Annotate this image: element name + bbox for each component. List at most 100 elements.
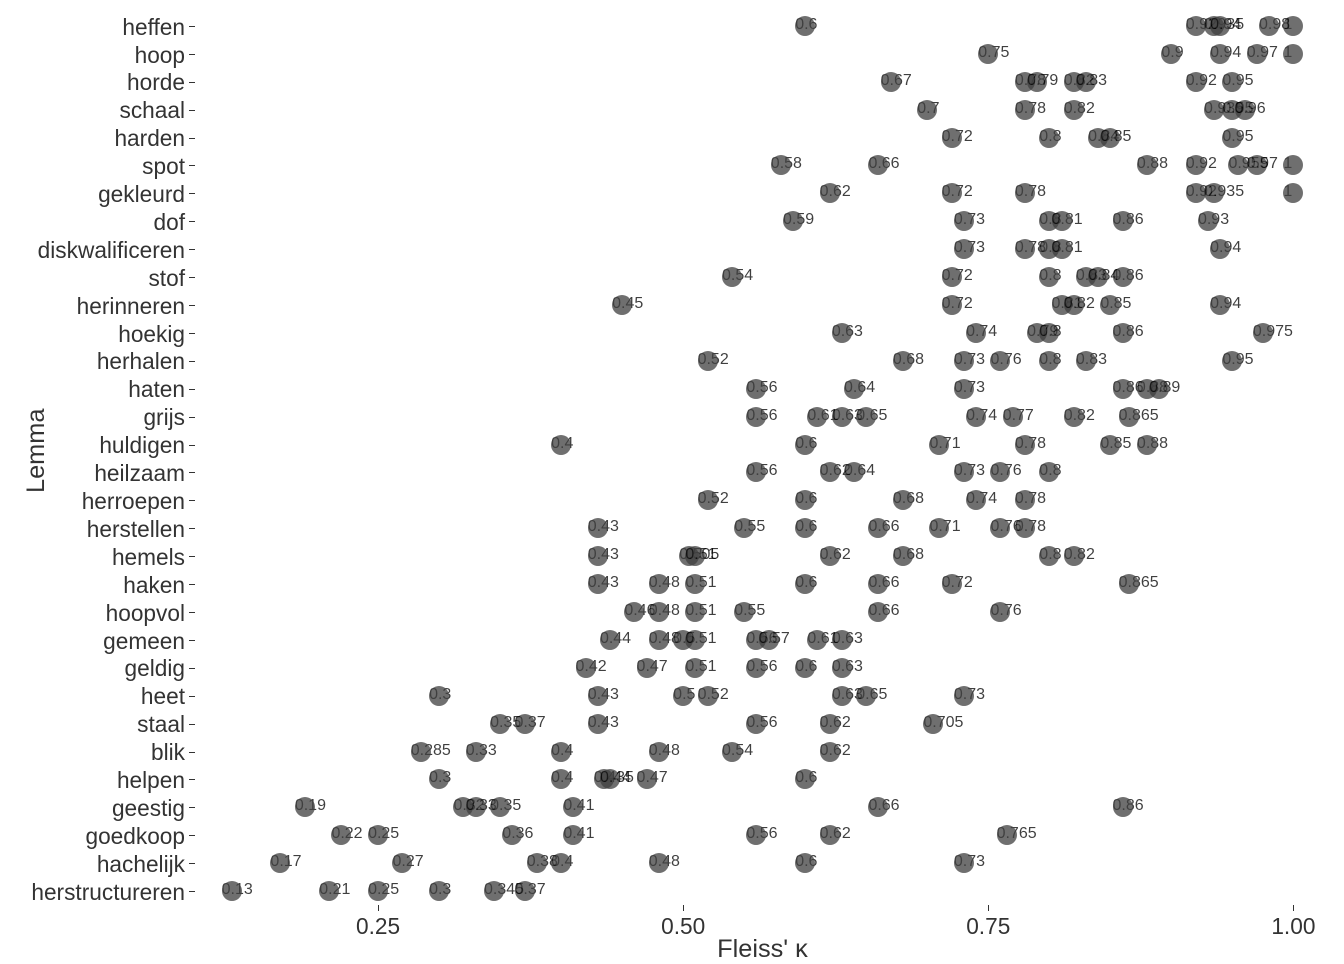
scatter-point: 0.8: [1039, 546, 1059, 566]
scatter-point: 0.86: [1113, 267, 1133, 287]
y-tick-mark: [189, 138, 195, 139]
x-tick-mark: [378, 905, 379, 911]
scatter-point: 0.64: [844, 379, 864, 399]
scatter-point: 0.27: [392, 853, 412, 873]
y-tick-label: haken: [123, 572, 185, 599]
scatter-point: 0.72: [942, 128, 962, 148]
scatter-point: 0.57: [759, 630, 779, 650]
scatter-point: 0.61: [807, 630, 827, 650]
x-tick-mark: [1293, 905, 1294, 911]
scatter-point: 0.955: [1228, 155, 1248, 175]
scatter-point: 0.73: [954, 351, 974, 371]
scatter-point: 0.33: [466, 797, 486, 817]
scatter-point: 0.6: [795, 518, 815, 538]
scatter-point: 0.81: [1052, 239, 1072, 259]
y-tick-label: geestig: [112, 795, 185, 822]
y-tick-mark: [189, 556, 195, 557]
y-tick-mark: [189, 333, 195, 334]
scatter-point: 0.35: [490, 797, 510, 817]
scatter-point: 0.62: [820, 742, 840, 762]
scatter-point: 0.51: [685, 546, 705, 566]
scatter-point: 0.92: [1186, 72, 1206, 92]
scatter-point: 0.92: [1186, 183, 1206, 203]
scatter-point: 0.62: [820, 825, 840, 845]
scatter-point: 0.93: [1198, 211, 1218, 231]
scatter-point: 0.82: [1064, 295, 1084, 315]
scatter-point: 0.86: [1113, 211, 1133, 231]
y-tick-label: stof: [148, 265, 185, 292]
scatter-point: 0.8: [1039, 323, 1059, 343]
scatter-point: 0.74: [966, 323, 986, 343]
scatter-point: 0.3: [429, 881, 449, 901]
scatter-point: 0.79: [1027, 72, 1047, 92]
scatter-point: 0.35: [490, 714, 510, 734]
y-tick-label: spot: [142, 153, 185, 180]
y-tick-label: staal: [137, 711, 185, 738]
scatter-point: 0.78: [1015, 100, 1035, 120]
scatter-point: 0.56: [746, 379, 766, 399]
scatter-point: 0.42: [576, 658, 596, 678]
scatter-point: 0.9: [1161, 44, 1181, 64]
y-tick-label: grijs: [143, 404, 185, 431]
y-tick-mark: [189, 110, 195, 111]
scatter-point: 0.83: [1076, 72, 1096, 92]
scatter-point: 0.41: [563, 797, 583, 817]
scatter-point: 0.56: [746, 714, 766, 734]
scatter-point: 0.43: [588, 518, 608, 538]
scatter-point: 1: [1283, 155, 1303, 175]
y-tick-mark: [189, 277, 195, 278]
scatter-point: 0.865: [1119, 407, 1139, 427]
scatter-point: 0.43: [588, 714, 608, 734]
scatter-point: 0.65: [856, 686, 876, 706]
scatter-point: 0.3: [429, 686, 449, 706]
y-tick-label: horde: [127, 69, 185, 96]
y-tick-mark: [189, 361, 195, 362]
scatter-point: 0.43: [588, 546, 608, 566]
scatter-point: 0.4: [551, 769, 571, 789]
scatter-point: 0.73: [954, 462, 974, 482]
y-tick-mark: [189, 612, 195, 613]
scatter-point: 0.86: [1113, 797, 1133, 817]
scatter-point: 0.95: [1222, 351, 1242, 371]
y-tick-mark: [189, 696, 195, 697]
scatter-point: 0.95: [1222, 128, 1242, 148]
scatter-point: 0.66: [868, 602, 888, 622]
scatter-point: 0.66: [868, 155, 888, 175]
y-tick-label: hoopvol: [106, 600, 185, 627]
scatter-point: 0.74: [966, 407, 986, 427]
scatter-point: 0.56: [746, 462, 766, 482]
scatter-point: 0.94: [1210, 16, 1230, 36]
scatter-point: 0.22: [331, 825, 351, 845]
scatter-point: 0.63: [832, 323, 852, 343]
scatter-point: 0.285: [411, 742, 431, 762]
scatter-point: 0.56: [746, 658, 766, 678]
scatter-point: 0.55: [734, 518, 754, 538]
scatter-point: 0.75: [978, 44, 998, 64]
scatter-point: 0.48: [649, 742, 669, 762]
y-tick-mark: [189, 863, 195, 864]
scatter-point: 0.88: [1137, 155, 1157, 175]
scatter-point: 0.86: [1113, 379, 1133, 399]
scatter-point: 0.7: [917, 100, 937, 120]
scatter-point: 0.33: [466, 742, 486, 762]
scatter-point: 0.59: [783, 211, 803, 231]
scatter-point: 0.78: [1015, 239, 1035, 259]
scatter-point: 0.6: [795, 658, 815, 678]
scatter-point: 0.51: [685, 574, 705, 594]
y-tick-mark: [189, 54, 195, 55]
x-tick-mark: [988, 905, 989, 911]
scatter-point: 0.76: [990, 462, 1010, 482]
y-tick-mark: [189, 528, 195, 529]
scatter-point: 0.17: [270, 853, 290, 873]
scatter-point: 0.43: [588, 686, 608, 706]
scatter-point: 0.73: [954, 686, 974, 706]
y-tick-label: dof: [154, 209, 186, 236]
scatter-point: 1: [1283, 16, 1303, 36]
scatter-point: 0.51: [685, 658, 705, 678]
scatter-point: 0.63: [832, 686, 852, 706]
scatter-point: 0.25: [368, 881, 388, 901]
scatter-point: 0.94: [1210, 295, 1230, 315]
y-tick-label: schaal: [120, 97, 186, 124]
scatter-point: 0.92: [1186, 16, 1206, 36]
scatter-point: 0.6: [795, 435, 815, 455]
